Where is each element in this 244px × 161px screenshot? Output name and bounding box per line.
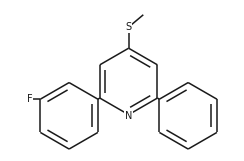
- Text: S: S: [126, 22, 132, 32]
- Text: F: F: [27, 94, 33, 104]
- Text: N: N: [125, 111, 132, 121]
